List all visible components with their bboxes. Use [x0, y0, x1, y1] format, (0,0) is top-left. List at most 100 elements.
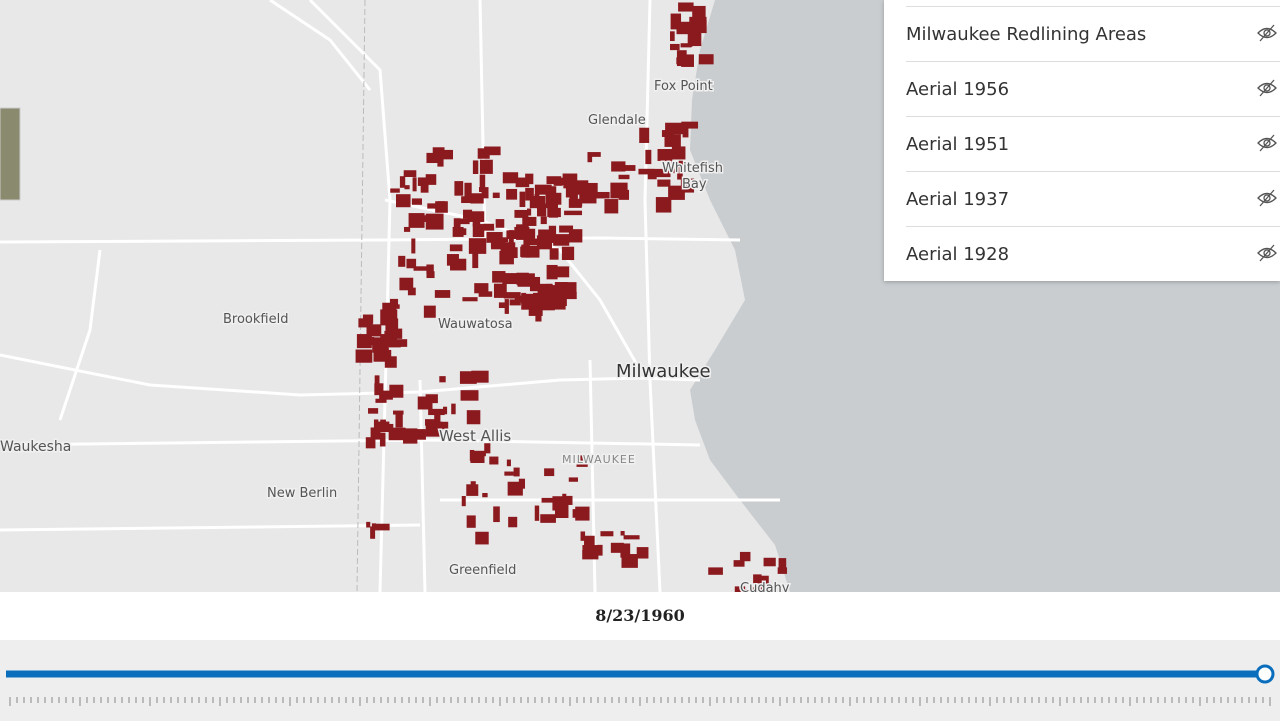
redline-area	[536, 235, 553, 250]
redline-area	[388, 427, 406, 441]
redline-area	[733, 560, 745, 567]
redline-area	[472, 224, 485, 238]
redline-area	[661, 130, 675, 137]
redline-area	[529, 195, 546, 209]
redline-area	[464, 214, 469, 219]
visibility-toggle[interactable]	[1256, 133, 1278, 153]
redline-area	[580, 531, 586, 541]
redline-area	[472, 253, 479, 269]
redline-area	[549, 248, 559, 260]
redline-area	[559, 225, 574, 233]
redline-area	[681, 121, 699, 129]
redline-area	[368, 408, 379, 414]
redline-area	[620, 543, 631, 558]
visibility-toggle[interactable]	[1256, 23, 1278, 43]
redline-area	[547, 207, 561, 218]
layer-item[interactable]: Milwaukee Redlining Areas	[906, 6, 1280, 61]
layer-item[interactable]: Aerial 1937	[906, 171, 1280, 226]
redline-area	[437, 155, 444, 167]
redline-area	[516, 272, 529, 278]
redline-area	[483, 223, 495, 231]
redline-area	[739, 551, 751, 562]
redline-area	[464, 182, 472, 198]
redline-area	[527, 208, 532, 216]
redline-area	[482, 492, 488, 498]
redline-area	[492, 192, 500, 199]
redline-area	[403, 170, 417, 177]
redline-area	[540, 216, 547, 225]
redline-area	[520, 297, 537, 304]
time-slider[interactable]	[0, 640, 1280, 721]
redline-area	[604, 199, 619, 214]
redline-area	[478, 291, 493, 297]
redline-area	[390, 188, 400, 193]
redline-area	[562, 173, 578, 185]
visibility-toggle[interactable]	[1256, 188, 1278, 208]
layer-title: Milwaukee Redlining Areas	[906, 23, 1147, 45]
layer-item[interactable]: Aerial 1951	[906, 116, 1280, 171]
redline-area	[569, 194, 578, 205]
slider-ticks	[9, 697, 1271, 706]
redline-area	[417, 177, 429, 186]
redline-area	[698, 54, 714, 65]
redline-area	[477, 148, 490, 159]
redline-area	[534, 184, 552, 195]
redline-area	[504, 471, 514, 476]
redline-area	[462, 297, 478, 302]
redline-area	[499, 250, 514, 265]
redline-area	[584, 535, 595, 547]
place-label: New Berlin	[267, 486, 337, 501]
redline-area	[516, 278, 525, 286]
place-label: West Allis	[439, 427, 511, 445]
redline-area	[618, 174, 630, 180]
redline-area	[553, 234, 570, 246]
redline-area	[520, 246, 528, 257]
redline-area	[425, 421, 443, 437]
redline-area	[681, 54, 694, 67]
redline-area	[692, 5, 706, 20]
redline-area	[576, 455, 588, 467]
place-label: Bay	[682, 177, 707, 192]
redline-area	[399, 176, 406, 188]
redline-area	[460, 218, 470, 225]
visibility-toggle[interactable]	[1256, 78, 1278, 98]
redline-area	[450, 258, 467, 271]
redline-area	[582, 545, 601, 552]
redline-area	[406, 258, 417, 269]
redline-area	[495, 219, 505, 228]
redline-area	[639, 127, 650, 143]
redline-area	[365, 437, 376, 449]
redline-area	[428, 408, 445, 416]
redline-area	[373, 349, 392, 362]
redline-area	[374, 375, 380, 386]
place-label: Brookfield	[223, 312, 288, 327]
redline-area	[454, 181, 464, 196]
redline-area	[611, 161, 626, 172]
redline-area	[678, 2, 694, 12]
visibility-toggle[interactable]	[1256, 243, 1278, 263]
redline-area	[439, 376, 446, 383]
layer-item[interactable]: Aerial 1956	[906, 61, 1280, 116]
redline-area	[654, 168, 671, 178]
redline-area	[506, 188, 518, 200]
redline-area	[560, 267, 567, 274]
slider-handle[interactable]	[1255, 664, 1275, 684]
redline-area	[516, 224, 529, 240]
redline-area	[610, 542, 624, 553]
redline-area	[417, 396, 433, 410]
redline-area	[423, 305, 436, 318]
redline-area	[502, 172, 519, 184]
redline-area	[545, 283, 553, 295]
redline-area	[407, 287, 416, 296]
redline-area	[466, 515, 476, 528]
layer-item[interactable]: Aerial 1928	[906, 226, 1280, 281]
redline-area	[502, 273, 519, 285]
redline-area	[366, 324, 382, 337]
redline-area	[471, 370, 489, 383]
redline-area	[466, 484, 479, 496]
redline-area	[373, 523, 390, 531]
redline-area	[426, 264, 434, 274]
redline-area	[451, 403, 456, 415]
redline-area	[379, 390, 393, 400]
redline-area	[734, 586, 746, 592]
